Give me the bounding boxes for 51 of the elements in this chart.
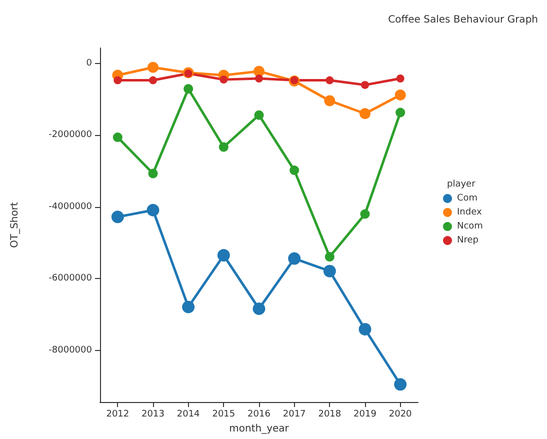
point bbox=[218, 142, 228, 152]
point bbox=[217, 249, 230, 262]
text: Coffee Sales Behaviour Graph bbox=[388, 14, 538, 26]
point bbox=[254, 110, 264, 120]
x-tick-label: 2018 bbox=[318, 410, 342, 420]
point bbox=[360, 209, 370, 219]
point bbox=[149, 76, 157, 84]
point bbox=[396, 108, 406, 118]
x-tick-label: 2015 bbox=[212, 410, 236, 420]
legend-label: Com bbox=[457, 194, 478, 204]
point bbox=[112, 132, 122, 142]
point bbox=[394, 378, 407, 391]
x-tick-label: 2016 bbox=[248, 410, 271, 420]
point bbox=[148, 168, 158, 178]
y-tick-label: -8000000 bbox=[48, 345, 92, 356]
x-tick-label: 2012 bbox=[106, 410, 130, 420]
point bbox=[361, 80, 369, 89]
x-tick-label: 2013 bbox=[142, 410, 164, 420]
point bbox=[324, 252, 334, 262]
point bbox=[252, 302, 266, 315]
point bbox=[146, 204, 160, 216]
point bbox=[111, 210, 124, 224]
x-tick-label: 2017 bbox=[282, 410, 306, 420]
point bbox=[288, 252, 301, 265]
point bbox=[323, 264, 336, 278]
point bbox=[184, 84, 194, 94]
point bbox=[290, 166, 300, 176]
x-tick-label: 2014 bbox=[176, 410, 200, 420]
legend-title: player bbox=[447, 180, 476, 190]
y-tick-label: -6000000 bbox=[48, 274, 92, 284]
point bbox=[148, 62, 158, 73]
x-tick-label: 2019 bbox=[354, 410, 377, 420]
point bbox=[182, 300, 195, 314]
point bbox=[255, 74, 263, 82]
legend-label: Index bbox=[457, 208, 482, 218]
legend-label: Ncom bbox=[457, 222, 483, 232]
legend-label: Nrep bbox=[457, 236, 479, 246]
y-tick-label: -4000000 bbox=[48, 202, 92, 212]
point bbox=[396, 74, 404, 82]
point bbox=[324, 95, 336, 106]
point bbox=[360, 108, 370, 120]
point bbox=[326, 76, 334, 84]
x-tick-label: 2020 bbox=[388, 410, 412, 420]
y-tick-label: 0 bbox=[86, 58, 92, 68]
y-axis-title: OT_Short bbox=[10, 202, 20, 248]
x-axis-title: month_year bbox=[229, 424, 290, 434]
point bbox=[220, 76, 228, 84]
y-tick-label: -2000000 bbox=[48, 130, 92, 140]
point bbox=[114, 76, 122, 84]
point bbox=[358, 322, 372, 336]
point bbox=[394, 89, 406, 100]
